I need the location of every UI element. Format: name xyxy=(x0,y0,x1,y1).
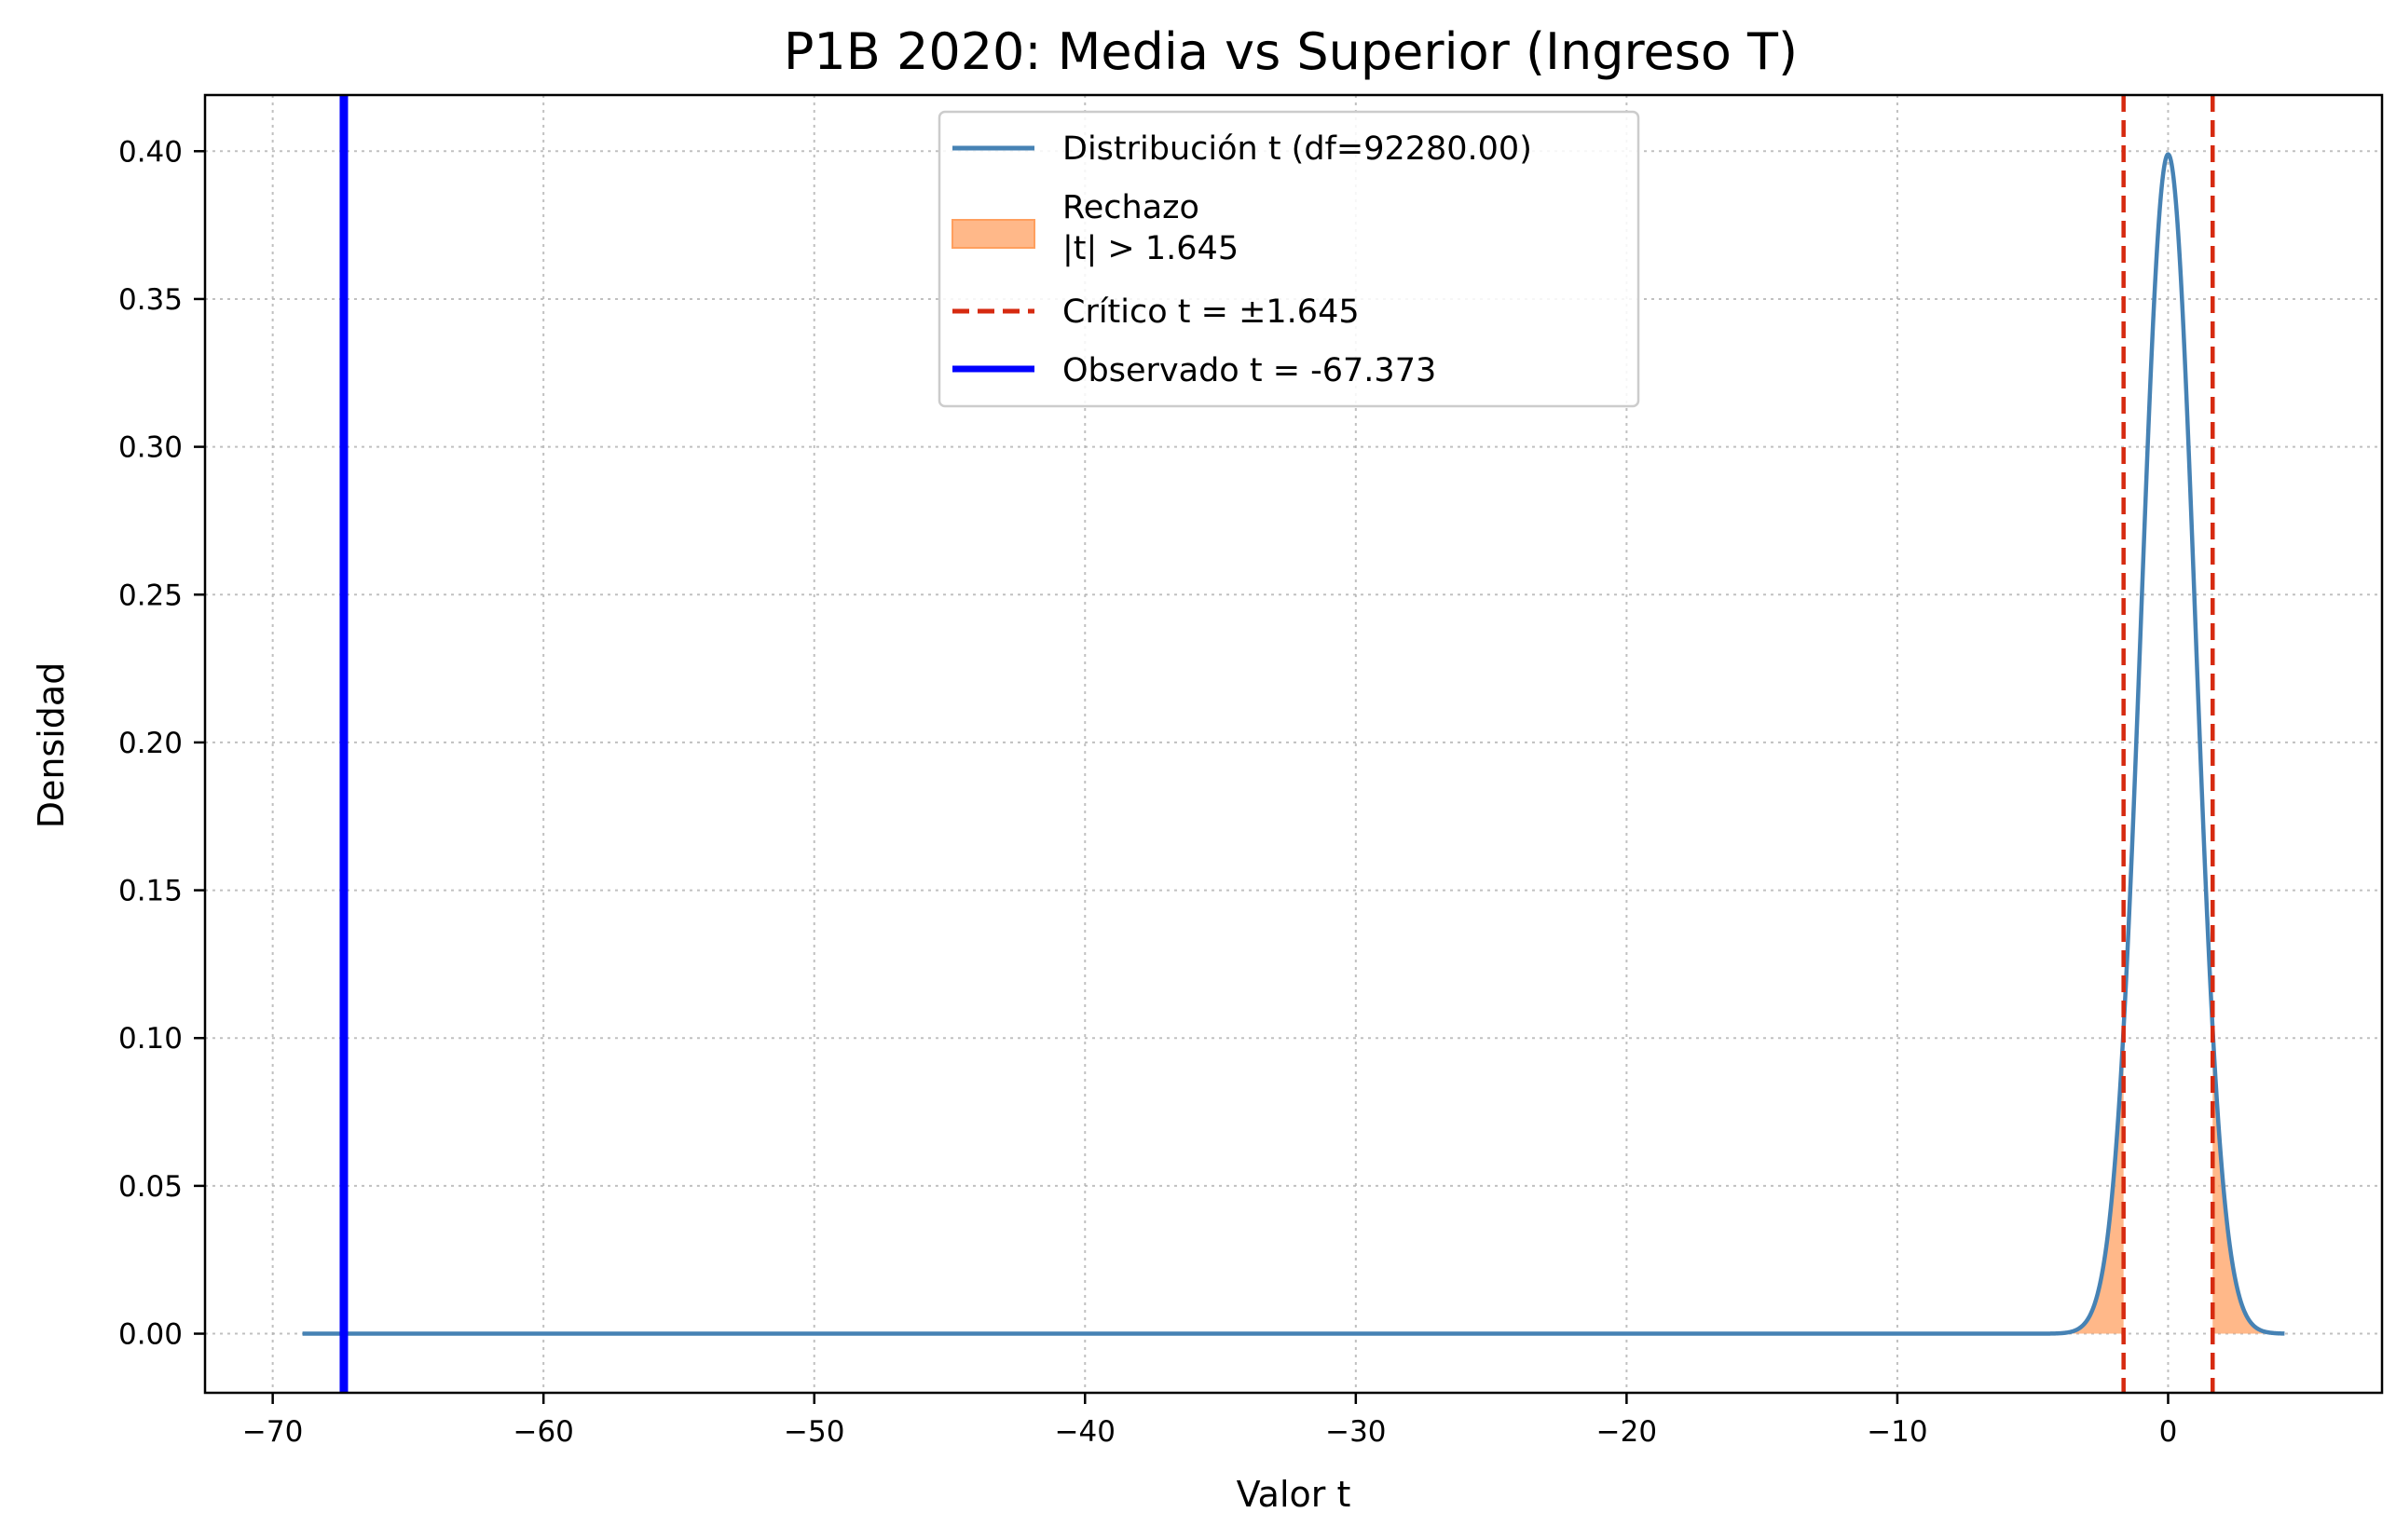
x-tick-label: −20 xyxy=(1596,1415,1657,1449)
rejection-left-tail xyxy=(2060,1029,2124,1334)
x-tick-label: −50 xyxy=(784,1415,844,1449)
legend-swatch-rejection xyxy=(952,219,1035,249)
density-line xyxy=(301,152,2286,1336)
y-tick-label: 0.20 xyxy=(118,727,183,760)
density-curve xyxy=(301,152,2286,1336)
x-axis-title: Valor t xyxy=(1237,1474,1351,1515)
y-tick-label: 0.25 xyxy=(118,579,183,612)
y-axis: 0.00 0.05 0.10 0.15 0.20 0.25 0.30 0.35 0.40 xyxy=(118,135,205,1352)
x-tick-label: −60 xyxy=(513,1415,573,1449)
x-tick-label: 0 xyxy=(2159,1415,2178,1449)
y-tick-label: 0.30 xyxy=(118,431,183,465)
legend-label-rejection-line1: Rechazo xyxy=(1062,189,1199,226)
x-axis: −70 −60 −50 −40 −30 −20 −10 0 xyxy=(242,1393,2177,1449)
legend-label-critical: Crítico t = ±1.645 xyxy=(1062,293,1360,331)
y-tick-label: 0.15 xyxy=(118,875,183,908)
y-tick-label: 0.10 xyxy=(118,1022,183,1056)
y-tick-label: 0.35 xyxy=(118,283,183,317)
x-tick-label: −10 xyxy=(1867,1415,1927,1449)
x-tick-label: −70 xyxy=(242,1415,303,1449)
reference-lines xyxy=(339,95,2215,1393)
x-tick-label: −30 xyxy=(1325,1415,1386,1449)
plot-area xyxy=(203,93,2384,1395)
y-axis-title: Densidad xyxy=(31,662,72,829)
legend-label-rejection-line2: |t| > 1.645 xyxy=(1062,230,1239,267)
legend-label-distribution: Distribución t (df=92280.00) xyxy=(1062,130,1532,168)
y-tick-label: 0.00 xyxy=(118,1318,183,1352)
chart-title: P1B 2020: Media vs Superior (Ingreso T) xyxy=(784,22,1798,81)
y-tick-label: 0.40 xyxy=(118,135,183,169)
legend: Distribución t (df=92280.00) Rechazo |t|… xyxy=(938,110,1640,408)
x-tick-label: −40 xyxy=(1055,1415,1116,1449)
y-tick-label: 0.05 xyxy=(118,1170,183,1204)
legend-box xyxy=(938,110,1640,408)
legend-label-observed: Observado t = -67.373 xyxy=(1062,352,1436,389)
legend-label-rejection: Rechazo |t| > 1.645 xyxy=(1062,189,1239,267)
plot-frame xyxy=(203,93,2384,1395)
